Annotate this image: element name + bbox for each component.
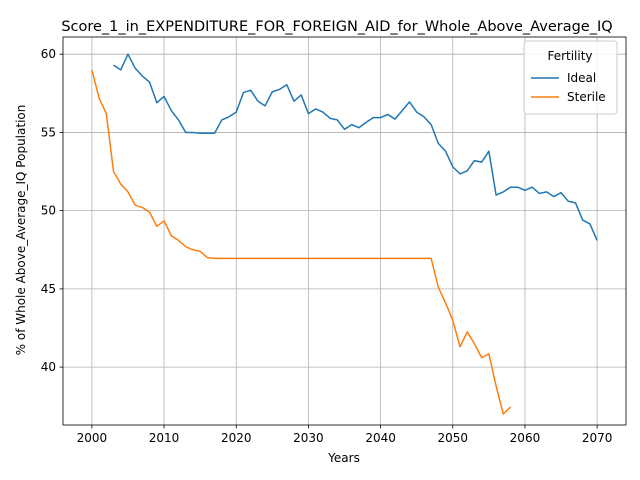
x-tick-label: 2010 bbox=[149, 431, 180, 445]
series-line-ideal bbox=[113, 53, 598, 241]
legend-box bbox=[523, 40, 618, 115]
x-tick-label: 2000 bbox=[77, 431, 108, 445]
chart-title: Score_1_in_EXPENDITURE_FOR_FOREIGN_AID_f… bbox=[61, 19, 612, 35]
y-tick-label: 50 bbox=[41, 204, 56, 218]
y-tick-label: 40 bbox=[41, 360, 56, 374]
x-tick-label: 2050 bbox=[437, 431, 468, 445]
y-tick-label: 60 bbox=[41, 47, 56, 61]
series-layer bbox=[91, 53, 598, 415]
x-tick-label: 2040 bbox=[365, 431, 396, 445]
x-tick-label: 2020 bbox=[221, 431, 252, 445]
y-axis-label: % of Whole Above_Average_IQ Population bbox=[14, 105, 28, 356]
y-tick-label: 45 bbox=[41, 282, 56, 296]
x-axis: 2000 2010 2020 2030 2040 2050 2060 2070 bbox=[77, 425, 613, 445]
y-axis: 40 45 50 55 60 bbox=[41, 47, 63, 374]
x-axis-label: Years bbox=[327, 451, 360, 465]
legend-label-ideal: Ideal bbox=[567, 71, 596, 85]
x-tick-label: 2030 bbox=[293, 431, 324, 445]
x-tick-label: 2060 bbox=[510, 431, 541, 445]
legend-title: Fertility bbox=[547, 49, 592, 63]
y-tick-label: 55 bbox=[41, 125, 56, 139]
legend-label-sterile: Sterile bbox=[567, 90, 606, 104]
series-line-sterile bbox=[91, 69, 512, 415]
legend: Fertility Ideal Sterile bbox=[523, 40, 618, 115]
plot-frame bbox=[62, 36, 627, 426]
x-tick-label: 2070 bbox=[582, 431, 613, 445]
